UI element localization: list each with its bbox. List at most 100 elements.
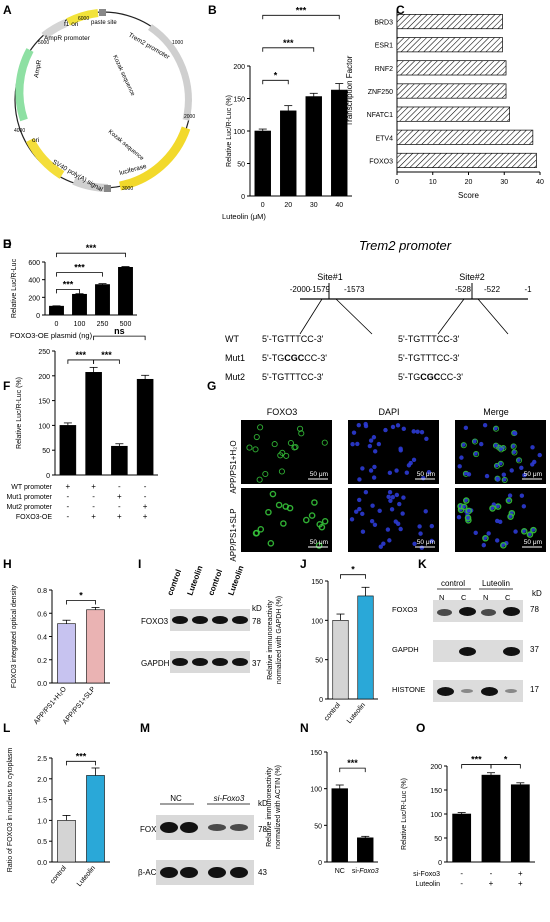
bar — [396, 106, 510, 122]
nucleus-dot — [395, 423, 401, 428]
nucleus-dot — [387, 490, 393, 495]
significance-bracket — [262, 79, 289, 85]
micro-col-label: FOXO3 — [267, 407, 298, 417]
treatment-sign: - — [118, 502, 121, 511]
nucleus-dot — [388, 498, 393, 503]
foxo3-signal — [460, 503, 468, 511]
nucleus-dot — [398, 448, 403, 453]
x-tick-label: 30 — [500, 179, 508, 186]
nucleus-dot — [507, 493, 513, 498]
blot-band — [160, 867, 178, 878]
panel-m-letter: M — [140, 721, 150, 735]
lane-label: C — [461, 593, 467, 602]
x-tick-label: 40 — [536, 179, 544, 186]
micrograph-tile — [241, 488, 332, 552]
x-tick-label: 40 — [335, 202, 343, 209]
foxo3-signal — [464, 514, 472, 522]
micrograph-tile — [348, 420, 439, 484]
zoom-line — [299, 298, 323, 335]
foxo3-signal — [286, 504, 294, 512]
y-tick-label: 0.2 — [37, 658, 47, 665]
kd-value: 43 — [258, 868, 267, 877]
bar — [86, 775, 105, 863]
bar — [86, 609, 105, 684]
foxo3-signal — [492, 442, 500, 449]
treatment-label: Mut1 promoter — [6, 494, 52, 501]
y-axis-label: Relative immunoreactivity — [267, 600, 274, 680]
feature-label: Kozak sequence — [107, 129, 145, 163]
y-tick-label: 150 — [233, 97, 245, 104]
y-tick-label: 0.5 — [37, 839, 47, 846]
y-tick-label: 0.0 — [37, 860, 47, 867]
foxo3-signal — [462, 497, 470, 504]
y-tick-label: 2.0 — [37, 777, 47, 784]
nucleus-dot — [537, 452, 542, 458]
chart-f: F 0 50 100 150 200 250 Relative Luc/R-Luc (%) **… — [3, 326, 158, 521]
y-tick-label: NFATC1 — [367, 112, 393, 119]
y-tick-label: 150 — [38, 399, 50, 406]
nucleus-dot — [351, 430, 357, 435]
nucleus-dot — [390, 495, 395, 500]
panel-h-letter: H — [3, 557, 12, 571]
blot-strip — [433, 600, 523, 622]
nucleus-dot — [418, 531, 423, 536]
nucleus-dot — [367, 443, 373, 449]
position-label: -1573 — [344, 285, 365, 294]
site-label: Site#2 — [459, 272, 485, 282]
significance-bracket — [461, 764, 492, 769]
nucleus-dot — [457, 464, 462, 469]
x-tick-label: APP/PS1+SLP — [62, 686, 97, 726]
blot-image — [156, 815, 254, 885]
blot-band — [461, 689, 473, 693]
treatment-sign: + — [117, 512, 122, 521]
y-tick-label: 50 — [42, 448, 50, 455]
foxo3-signal — [500, 542, 507, 549]
significance-bracket — [66, 600, 96, 605]
foxo3-signal — [501, 476, 508, 483]
significance-bracket — [340, 574, 366, 579]
nucleus-dot — [349, 517, 355, 522]
foxo3-signal — [265, 508, 272, 516]
treatment-sign: - — [92, 492, 95, 501]
significance-label: *** — [76, 751, 87, 761]
nucleus-dot — [385, 527, 391, 532]
lane-label: Luteolin — [226, 564, 245, 596]
blot-band — [481, 687, 498, 696]
foxo3-signal — [494, 503, 502, 510]
nucleus-dot — [486, 531, 491, 536]
foxo3-signal — [505, 497, 513, 504]
significance-label: *** — [75, 350, 86, 360]
foxo3-signal — [283, 452, 290, 459]
bar — [254, 130, 271, 197]
nucleus-dot — [521, 504, 527, 509]
y-axis-label: Transcription Factor — [345, 55, 354, 126]
x-tick-label: 20 — [465, 179, 473, 186]
x-tick-label: si-Foxo3 — [352, 868, 379, 875]
chart-d: D 0 200 400 600 Relative Luc/R-Luc 0 100 250 500 F… — [3, 237, 137, 340]
nucleus-dot — [424, 436, 429, 442]
kd-value: 37 — [252, 659, 261, 668]
panel-b-letter: B — [208, 3, 217, 17]
nucleus-dot — [484, 473, 490, 479]
foxo3-signal — [257, 526, 265, 533]
blot-band — [172, 616, 188, 624]
nucleus-dot — [387, 538, 392, 543]
nucleus-dot — [419, 429, 425, 435]
nucleus-dot — [372, 464, 377, 470]
nucleus-dot — [461, 442, 466, 447]
nucleus-dot — [401, 426, 406, 432]
nucleus-dot — [404, 470, 410, 475]
y-axis-label: Relative immunoreactivity — [266, 767, 273, 847]
foxo3-signal — [298, 430, 305, 437]
y-tick-label: 100 — [311, 618, 323, 625]
feature-label: f1 ori — [64, 21, 78, 28]
feature-label: AmpR promoter — [44, 35, 91, 42]
treatment-sign: - — [144, 492, 147, 501]
lane-label: control — [165, 568, 183, 597]
significance-label: *** — [63, 279, 74, 289]
trem2-promoter-arc — [147, 24, 192, 121]
foxo3-signal — [520, 528, 528, 535]
treatment-sign: - — [490, 869, 493, 878]
bar — [331, 788, 348, 863]
kd-label: kD — [252, 604, 262, 613]
